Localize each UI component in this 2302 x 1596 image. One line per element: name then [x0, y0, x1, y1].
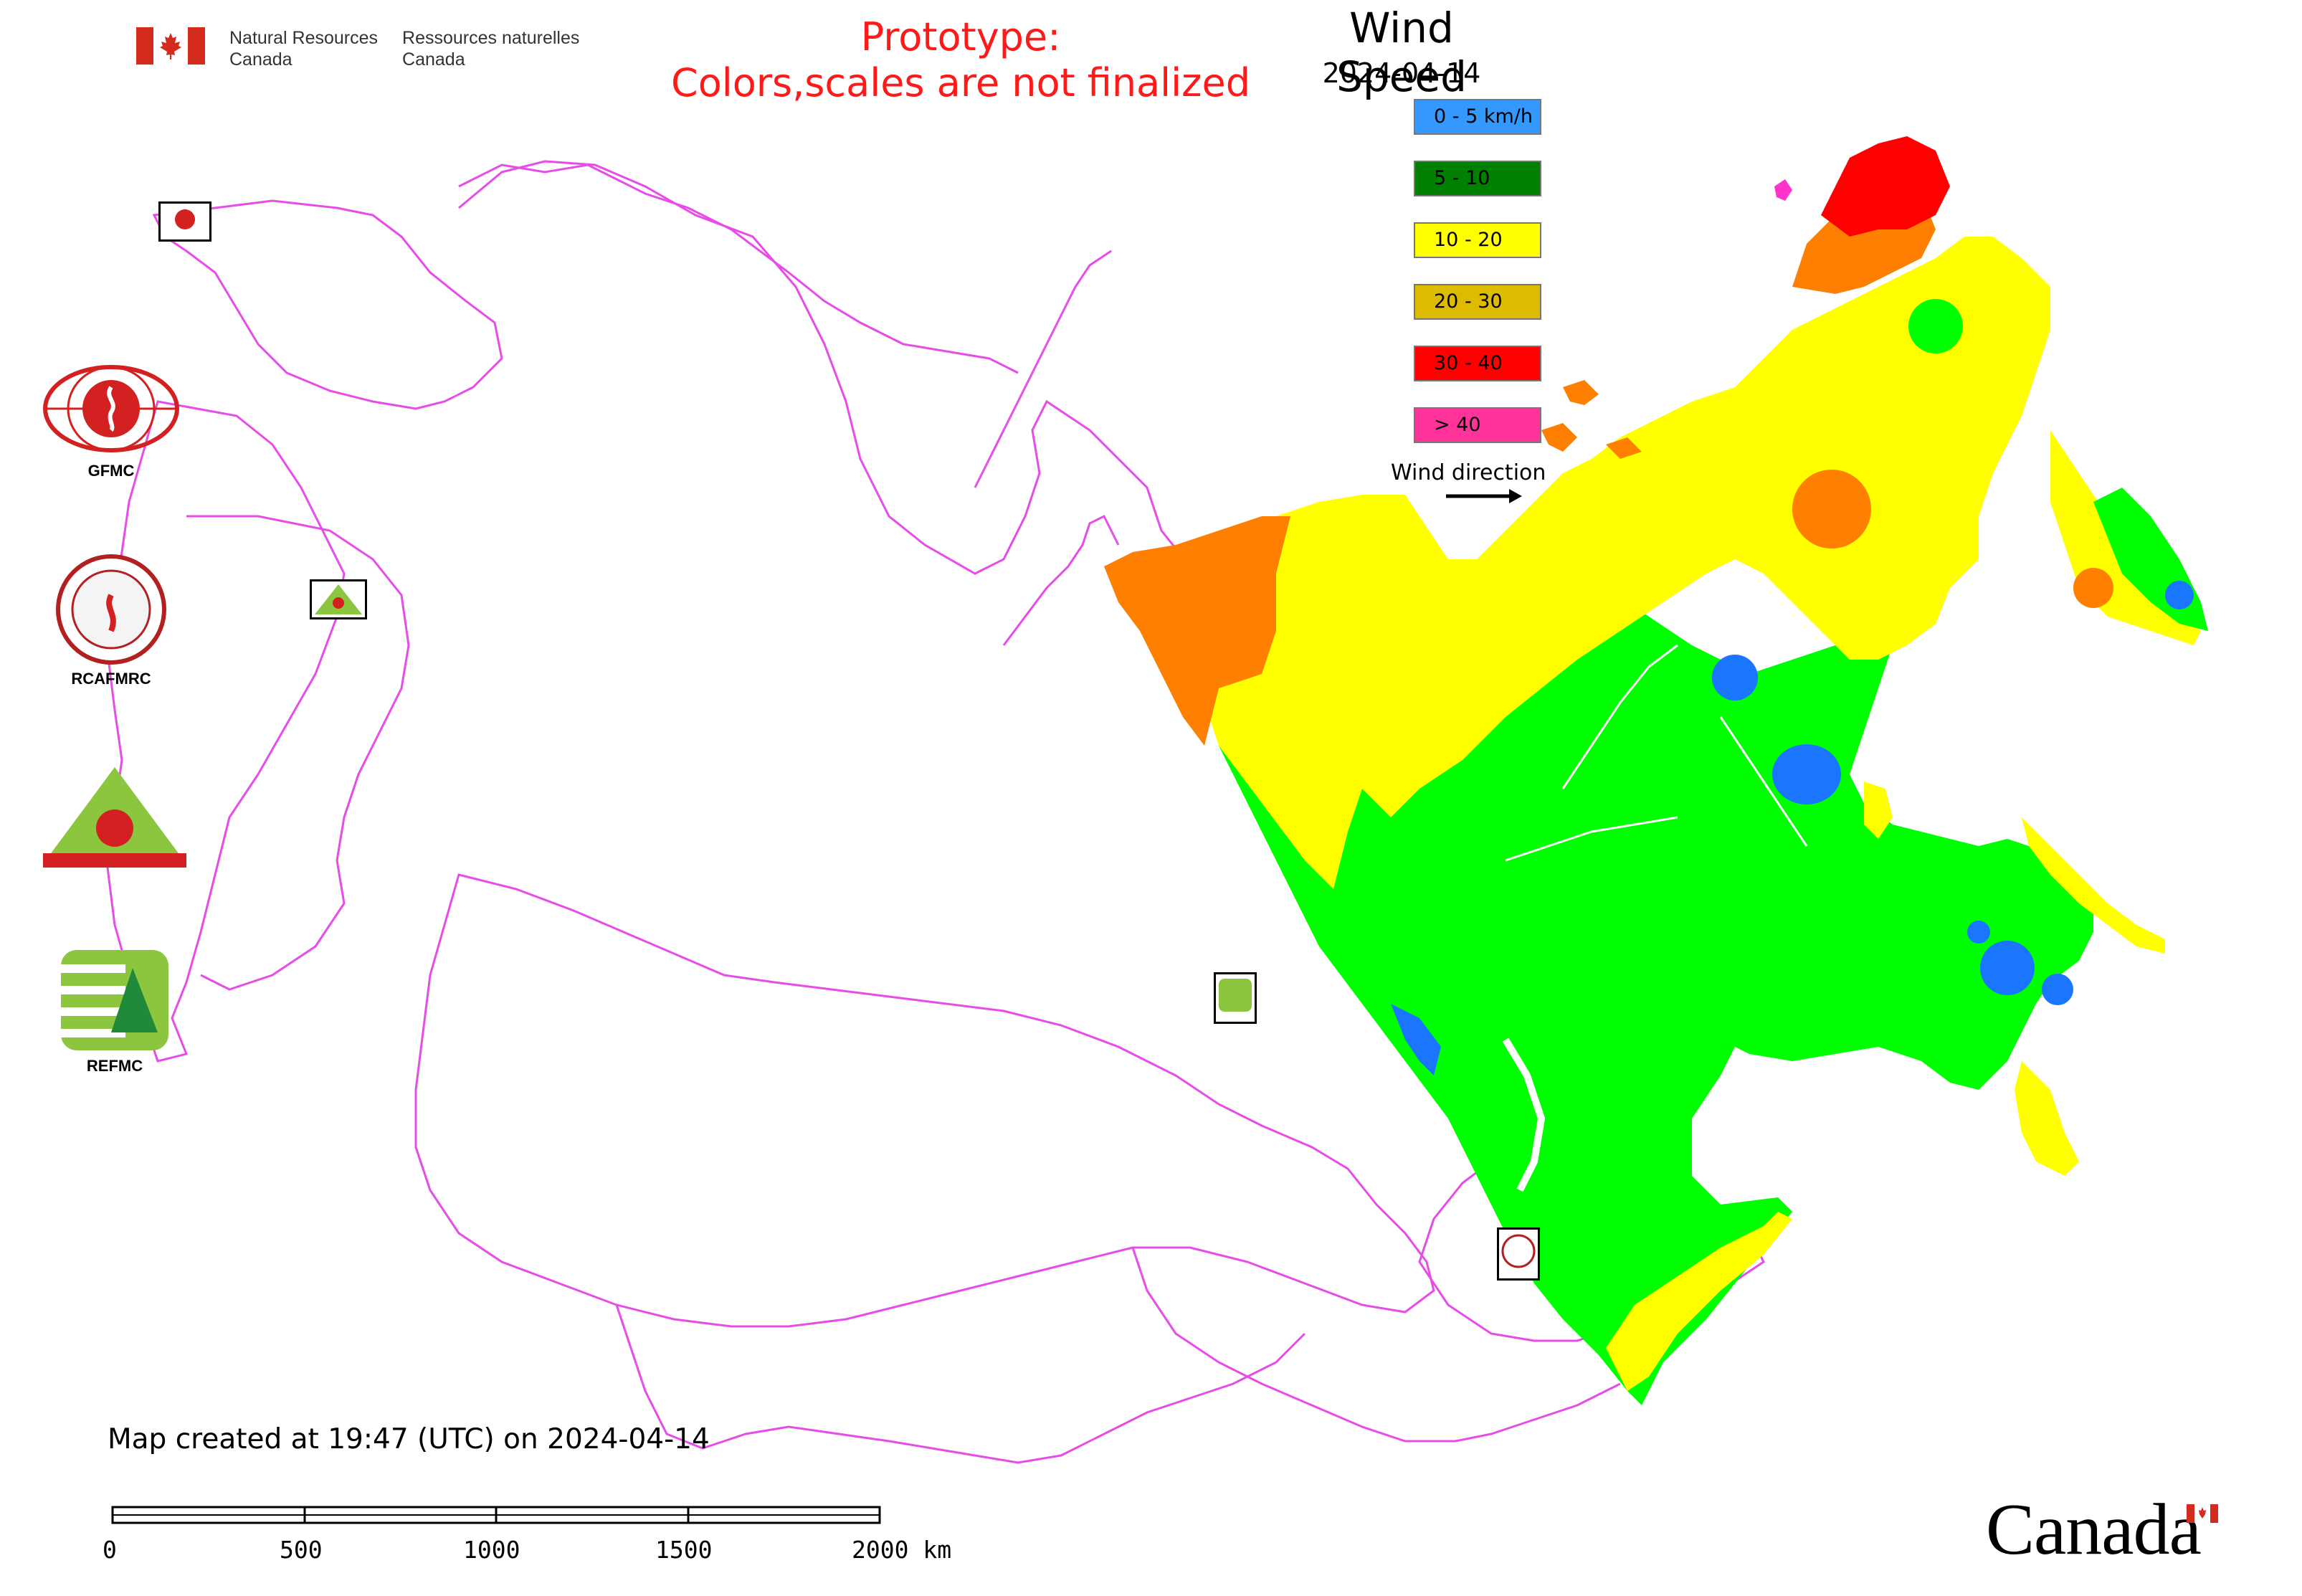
org-label-refmc: REFMC — [86, 1057, 143, 1075]
zone-green-circle-north — [1908, 299, 1963, 353]
arctic-islands-outline — [458, 163, 1019, 374]
zone-red-taymyr — [1821, 136, 1950, 237]
scale-label-2000: 2000 km — [852, 1536, 952, 1564]
yamal-outline — [1002, 514, 1120, 646]
prototype-notice: Prototype: Colors,scales are not finaliz… — [671, 14, 1250, 105]
canada-wordmark: Canada — [1986, 1489, 2202, 1570]
wind-direction-label: Wind direction — [1391, 460, 1546, 485]
scale-label-500: 500 — [280, 1536, 323, 1564]
legend-title: Wind Speed — [1336, 4, 1467, 101]
scandinavia-outline — [152, 199, 503, 410]
canada-flag-icon — [136, 27, 205, 65]
zone-blue-spot-1 — [1712, 655, 1758, 700]
mongolia-china-outline — [1131, 1247, 1621, 1443]
gfmc-map-marker-icon — [158, 201, 211, 242]
kazakhstan-outline — [414, 873, 1435, 1328]
reefmc-logo-icon — [43, 767, 186, 868]
legend-date: 2024-04-14 — [1322, 57, 1481, 89]
legend-item-20-30: 20 - 30 — [1414, 284, 1541, 320]
legend-item-30-40: 30 - 40 — [1414, 346, 1541, 381]
zone-yellow-primorye — [2015, 1061, 2079, 1176]
rcafmrc-map-marker-icon — [1497, 1227, 1540, 1281]
novaya-zemlya-outline — [974, 250, 1112, 488]
rcafmrc-logo-icon — [56, 554, 166, 665]
refmc-map-marker-icon — [1214, 972, 1257, 1024]
org-reefmc — [36, 764, 194, 874]
river-2 — [1505, 816, 1678, 862]
northwest-russia-outline — [458, 160, 1213, 589]
org-label-rcafmrc: RCAFMRC — [71, 670, 151, 688]
zone-orange-circle — [1792, 470, 1871, 548]
zone-yellow-east-edge — [1864, 782, 1893, 839]
country-boundaries — [106, 160, 1765, 1464]
government-signature: Natural Resources Canada Ressources natu… — [136, 27, 579, 70]
zone-orange-kamchatka — [2073, 568, 2113, 608]
zone-yellow-south — [1606, 1212, 1792, 1391]
scale-bar-graphic — [111, 1506, 881, 1524]
legend-item-5-10: 5 - 10 — [1414, 161, 1541, 196]
zone-yellow-sakhalin — [2022, 817, 2165, 954]
zone-blue-spot-6 — [1967, 921, 1990, 944]
zone-blue-spot-2 — [1772, 744, 1841, 804]
zone-blue-spot-5 — [2042, 974, 2073, 1005]
river-3 — [1719, 716, 1808, 847]
scale-label-1000: 1000 — [463, 1536, 520, 1564]
zone-blue-spot-3 — [1391, 1004, 1441, 1075]
scale-label-0: 0 — [103, 1536, 117, 1564]
zone-orange-west — [1104, 516, 1290, 746]
zone-blue-kamchatka — [2165, 581, 2194, 609]
river-1 — [1561, 644, 1678, 789]
zone-green-main — [1219, 588, 2093, 1405]
zone-orange-islands — [1541, 380, 1642, 459]
org-refmc: REFMC — [50, 946, 179, 1075]
central-asia-outline — [615, 1304, 1306, 1464]
agency-name-fr: Ressources naturelles Canada — [402, 28, 580, 70]
wind-zones — [1104, 136, 2208, 1405]
rivers — [1502, 644, 1808, 1192]
gfmc-logo-icon — [43, 365, 179, 452]
scale-label-1500: 1500 — [655, 1536, 713, 1564]
org-label-gfmc: GFMC — [87, 462, 135, 480]
legend-item-10-20: 10 - 20 — [1414, 222, 1541, 258]
zone-yellow-main — [1204, 237, 2050, 889]
legend-item-0-5: 0 - 5 km/h — [1414, 99, 1541, 135]
agency-name-en: Natural Resources Canada — [229, 28, 379, 70]
lake-baikal — [1502, 1037, 1546, 1192]
org-rcafmrc: RCAFMRC — [50, 552, 172, 688]
zone-blue-spot-4 — [1980, 941, 2035, 995]
reefmc-map-marker-icon — [310, 579, 367, 619]
map-created-timestamp: Map created at 19:47 (UTC) on 2024-04-14 — [108, 1423, 710, 1455]
belarus-ukraine-outline — [186, 515, 410, 991]
legend-item-gt-40: > 40 — [1414, 407, 1541, 443]
zone-magenta-island — [1774, 179, 1792, 201]
org-gfmc: GFMC — [36, 358, 186, 480]
wordmark-flag-icon — [2187, 1504, 2218, 1523]
wind-direction-arrow-icon — [1446, 489, 1522, 503]
refmc-logo-icon — [61, 950, 168, 1050]
